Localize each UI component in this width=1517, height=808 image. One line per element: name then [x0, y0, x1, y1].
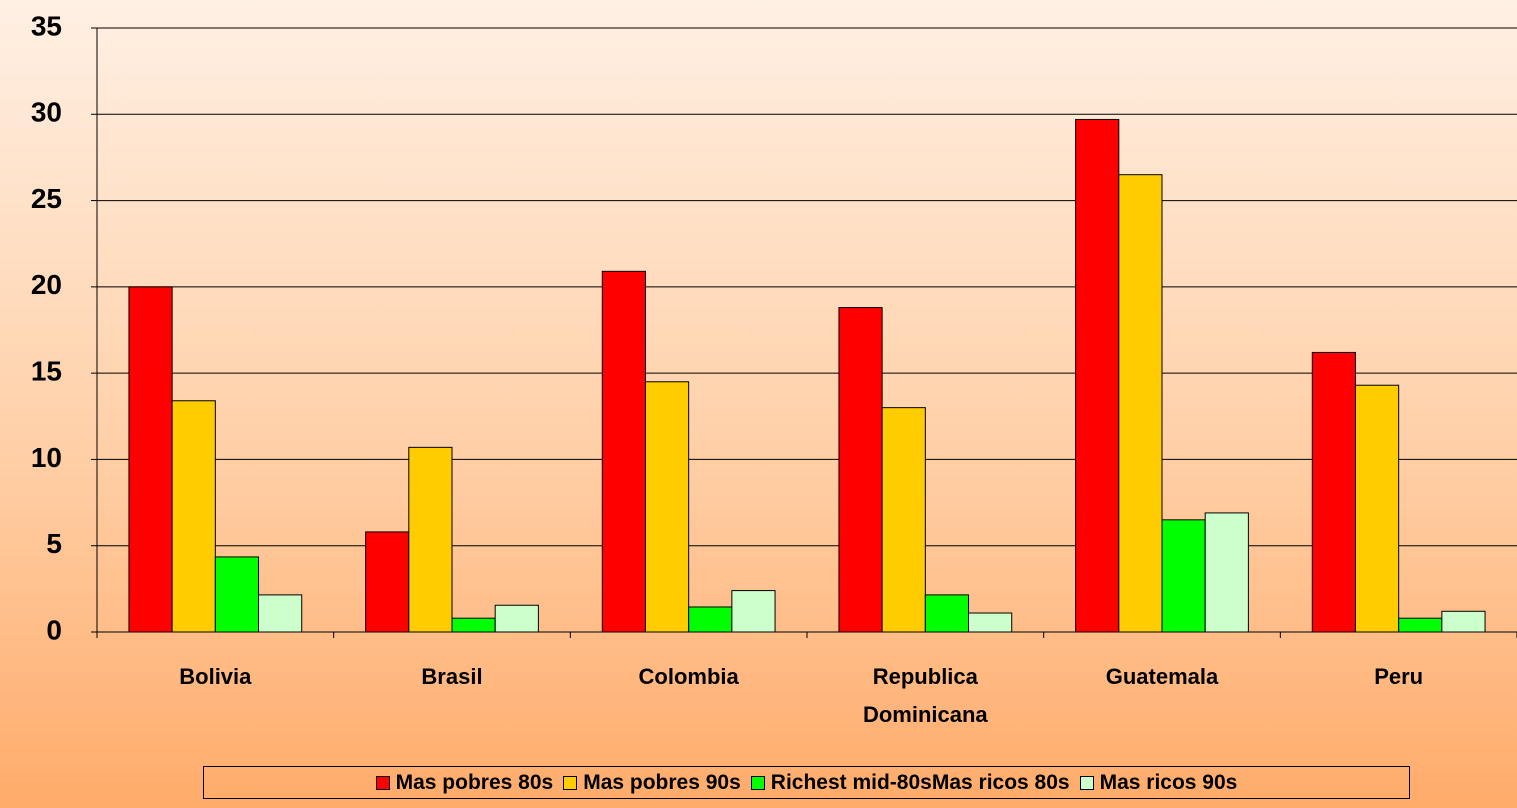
x-tick-label: Guatemala	[1106, 664, 1219, 689]
bar	[451, 617, 496, 633]
legend-label: Mas pobres 90s	[583, 770, 741, 794]
y-tick-label: 25	[31, 183, 62, 214]
bar	[128, 286, 173, 633]
bar	[924, 594, 970, 633]
bar	[1204, 512, 1249, 633]
bar	[1161, 519, 1206, 633]
legend-label: Mas pobres 80s	[395, 770, 554, 794]
legend-label: Richest mid-80sMas ricos 80s	[770, 770, 1070, 794]
bar	[258, 594, 303, 633]
legend-swatch	[750, 775, 765, 790]
x-tick-label: Colombia	[639, 664, 740, 689]
bar	[408, 446, 453, 633]
y-tick-label: 15	[31, 356, 62, 387]
bar	[968, 612, 1013, 633]
bar	[601, 270, 646, 633]
bar	[644, 381, 690, 633]
bar	[365, 531, 410, 633]
x-tick-label: Republica Dominicana	[863, 664, 988, 727]
legend: Mas pobres 80s Mas pobres 90s Richest mid-…	[203, 766, 1410, 799]
bar	[1311, 351, 1356, 633]
legend-item: Mas pobres 90s	[563, 771, 741, 795]
y-tick-label: 0	[46, 614, 62, 645]
legend-item: Mas pobres 80s	[375, 770, 554, 795]
bar	[731, 590, 776, 633]
y-tick-label: 20	[31, 269, 62, 300]
x-tick-label: Bolivia	[179, 664, 252, 689]
bar	[1398, 617, 1443, 633]
legend-item: Mas ricos 90s	[1079, 770, 1238, 795]
y-tick-label: 35	[31, 10, 62, 41]
chart: 0 5 10 15 20 25 30 35 Bolivia Brasil Colombia Repub…	[31, 10, 1517, 727]
bar	[1075, 118, 1120, 633]
legend-item: Richest mid-80sMas ricos 80s	[750, 770, 1070, 795]
x-tick-label: Brasil	[421, 664, 482, 689]
bar	[494, 604, 539, 633]
x-tick-label: Peru	[1374, 664, 1423, 689]
y-tick-label: 5	[46, 528, 62, 559]
bar	[1441, 610, 1486, 633]
y-tick-label: 10	[31, 442, 62, 473]
legend-swatch	[563, 775, 578, 790]
bar	[171, 400, 216, 633]
legend-label: Mas ricos 90s	[1099, 770, 1238, 794]
bar	[1354, 384, 1400, 633]
bar	[881, 407, 926, 633]
legend-swatch	[1079, 775, 1094, 790]
bar	[688, 606, 733, 633]
bar	[1118, 174, 1163, 633]
y-tick-label: 30	[31, 97, 62, 128]
bar	[838, 307, 883, 633]
legend-swatch	[375, 775, 390, 790]
bar	[214, 556, 260, 633]
